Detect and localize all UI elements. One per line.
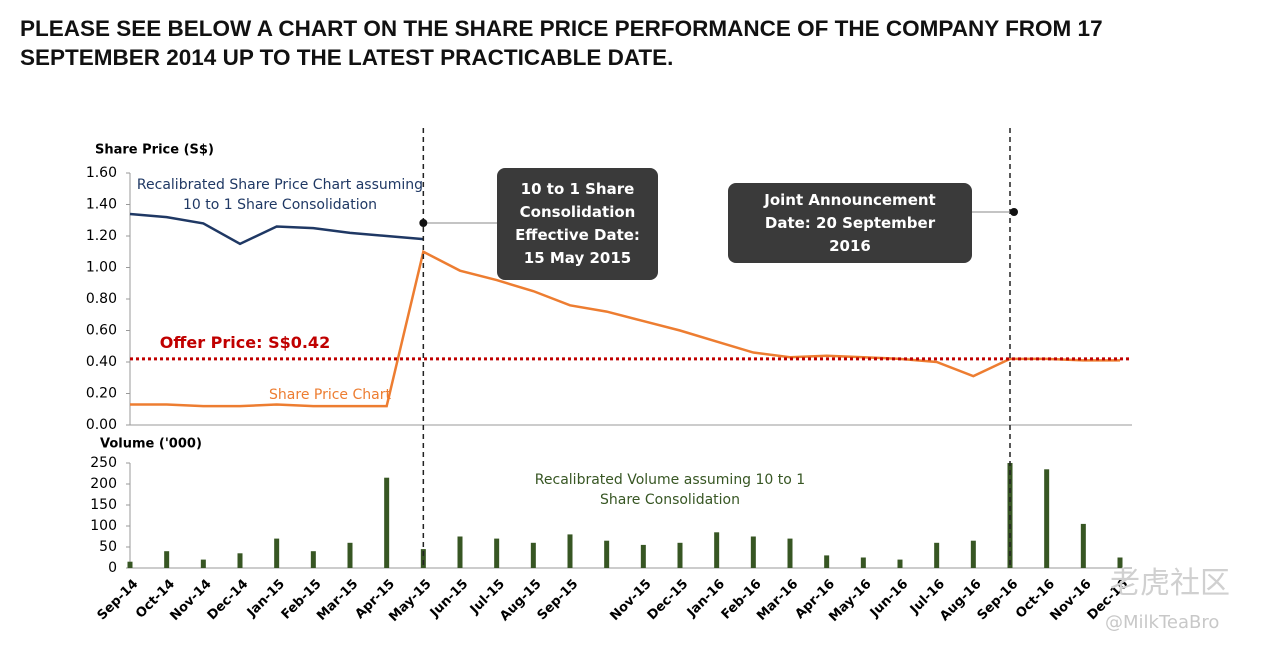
bar [750, 536, 756, 568]
x-tick-label: Sep-16 [975, 577, 1022, 624]
x-tick-label: Nov-15 [607, 577, 654, 624]
y-tick-label: 1.40 [86, 197, 117, 213]
bar [494, 538, 500, 568]
bar [1080, 523, 1086, 568]
y-tick-label: 100 [90, 518, 117, 534]
price-line [129, 212, 424, 246]
y-tick-label: 1.20 [86, 228, 117, 244]
watermark: @MilkTeaBro [1105, 612, 1220, 633]
bar [640, 544, 646, 568]
y-tick-label: 0.20 [86, 386, 117, 402]
y-axis-title: Share Price (S$) [95, 143, 214, 158]
bar [347, 542, 353, 568]
y-tick-label: 150 [90, 497, 117, 513]
x-tick-label: Jun-15 [427, 577, 471, 621]
bar [1117, 557, 1123, 568]
bar [897, 559, 903, 568]
y-tick-label: 0.60 [86, 323, 117, 339]
event-box: Joint Announcement Date: 20 September 20… [728, 183, 972, 263]
x-tick-label: Nov-14 [167, 577, 214, 624]
series-label: Share Price Chart [269, 387, 391, 403]
bar [530, 542, 536, 568]
event-dot [1010, 208, 1018, 216]
series-label: Recalibrated Share Price Chart assuming … [136, 177, 424, 213]
y-tick-label: 200 [90, 476, 117, 492]
x-tick-label: Nov-16 [1047, 577, 1094, 624]
event-dot [419, 219, 428, 227]
bar [457, 536, 463, 568]
bar [420, 549, 426, 568]
y-tick-label: 0.00 [86, 417, 117, 433]
price-line [130, 249, 1120, 408]
bar [567, 534, 573, 568]
volume-annotation: Recalibrated Volume assuming 10 to 1 Sha… [534, 472, 806, 508]
x-tick-label: Sep-15 [535, 577, 582, 624]
bar [310, 551, 316, 568]
bar [970, 540, 976, 568]
bar [934, 542, 940, 568]
bar [787, 538, 793, 568]
bar [860, 557, 866, 568]
x-tick-label: Mar-16 [754, 577, 801, 624]
bar [237, 553, 243, 568]
header: PLEASE SEE BELOW A CHART ON THE SHARE PR… [20, 16, 1103, 70]
bar [604, 540, 610, 568]
bar [164, 551, 170, 568]
event-box: 10 to 1 Share Consolidation Effective Da… [497, 168, 658, 280]
x-tick-label: Dec-14 [205, 577, 252, 624]
bar [824, 555, 830, 568]
bar [274, 538, 280, 568]
y-tick-label: 0 [108, 560, 117, 576]
y-axis-title: Volume ('000) [100, 437, 202, 452]
bar [200, 559, 206, 568]
watermark: 老虎社区 [1110, 566, 1230, 601]
x-tick-label: Dec-15 [645, 577, 692, 624]
x-tick-label: Sep-14 [95, 577, 142, 624]
y-tick-label: 250 [90, 455, 117, 471]
bar [127, 561, 133, 568]
x-tick-label: Mar-15 [314, 577, 361, 624]
bar [384, 477, 390, 568]
y-tick-label: 1.00 [86, 260, 117, 276]
y-tick-label: 1.60 [86, 165, 117, 181]
x-tick-label: Jun-16 [867, 577, 911, 621]
offer-label: Offer Price: S$0.42 [159, 333, 331, 352]
y-tick-label: 50 [99, 539, 117, 555]
bar [677, 542, 683, 568]
y-tick-label: 0.80 [86, 291, 117, 307]
bar [714, 532, 720, 568]
y-tick-label: 0.40 [86, 354, 117, 370]
bar [1044, 469, 1050, 568]
